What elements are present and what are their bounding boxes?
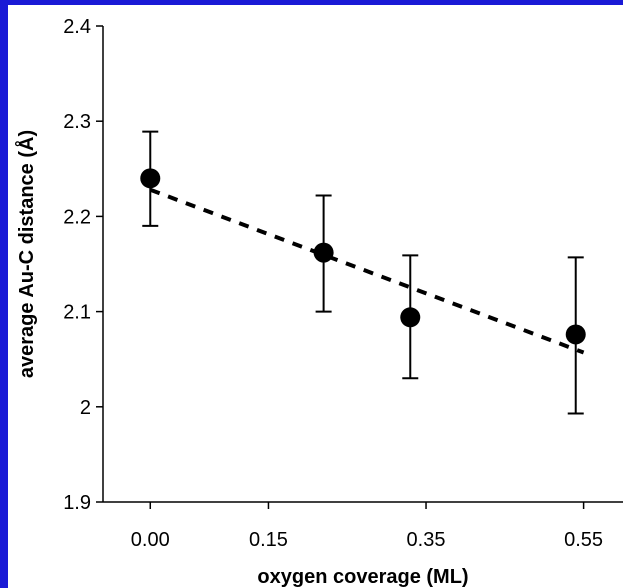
y-tick-label: 2.2 bbox=[63, 206, 91, 228]
data-point bbox=[313, 242, 334, 263]
y-ticks: 1.9 2 2.1 2.2 2.3 2.4 bbox=[63, 16, 103, 514]
points-layer bbox=[140, 168, 586, 345]
x-ticks: 0.00 0.15 0.35 0.55 bbox=[131, 502, 603, 551]
x-axis-title: oxygen coverage (ML) bbox=[257, 566, 468, 588]
y-tick-label: 2.4 bbox=[63, 16, 91, 38]
y-axis-title: average Au-C distance (Å) bbox=[14, 130, 38, 378]
x-tick-label: 0.00 bbox=[131, 529, 170, 551]
y-tick-label: 2.3 bbox=[63, 111, 91, 133]
data-point bbox=[140, 168, 161, 189]
y-tick-label: 2.1 bbox=[63, 302, 91, 324]
y-tick-label: 1.9 bbox=[63, 492, 91, 514]
data-point bbox=[400, 307, 421, 328]
x-tick-label: 0.35 bbox=[407, 529, 446, 551]
error-bars-layer bbox=[142, 130, 584, 415]
trend-line bbox=[149, 187, 585, 355]
data-point bbox=[565, 324, 586, 345]
x-tick-label: 0.55 bbox=[564, 529, 603, 551]
trend-line-layer bbox=[149, 187, 585, 355]
y-tick-label: 2 bbox=[80, 397, 91, 419]
plot-area: 1.9 2 2.1 2.2 2.3 2.4 0.00 0.15 0.35 0.55 bbox=[63, 16, 623, 551]
x-tick-label: 0.15 bbox=[249, 529, 288, 551]
